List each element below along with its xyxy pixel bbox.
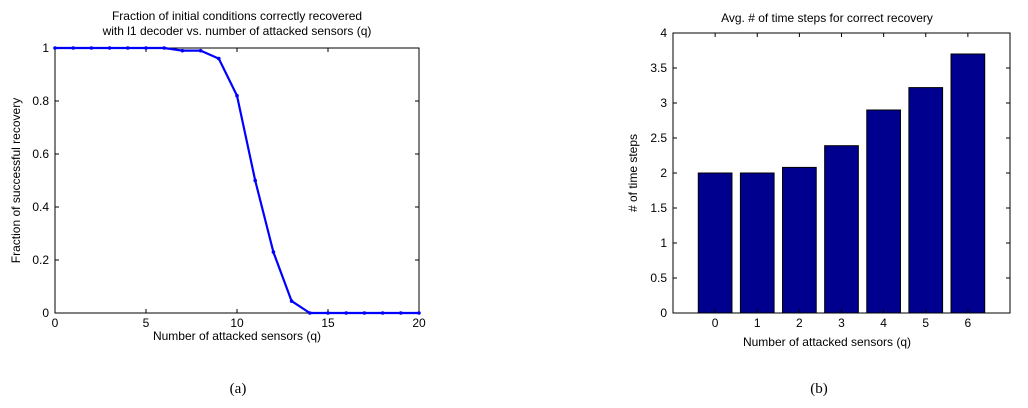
line-chart-title-line-2: with l1 decoder vs. number of attacked s… — [102, 24, 372, 38]
line-chart-data-point — [399, 311, 403, 315]
bar-chart-y-axis-label: # of time steps — [626, 134, 640, 212]
line-chart-y-tick-label: 0.6 — [32, 147, 49, 161]
bar-chart-bar — [908, 87, 944, 314]
line-chart-data-point — [53, 46, 57, 50]
line-chart-data-point — [344, 311, 349, 315]
line-chart-y-tick-label: 0 — [42, 306, 49, 320]
bar-chart-y-tick-label: 4 — [660, 26, 667, 40]
line-chart-panel: Fraction of initial conditions correctly… — [9, 9, 426, 397]
line-chart-y-tick-label: 0.2 — [32, 253, 49, 267]
line-chart-title-line-1: Fraction of initial conditions correctly… — [112, 9, 362, 23]
bar-chart-bar — [782, 166, 817, 314]
line-chart-x-tick-label: 20 — [412, 316, 426, 330]
line-chart-y-tick-label: 1 — [42, 41, 49, 55]
bar-chart-title: Avg. # of time steps for correct recover… — [721, 11, 933, 25]
line-chart-data-point — [162, 46, 166, 50]
bar-chart-y-tick-label: 0 — [660, 306, 667, 320]
bar-chart-x-tick-label: 3 — [838, 316, 845, 330]
bar-chart-y-tick-label: 3.5 — [650, 61, 667, 75]
bar-chart-x-tick-label: 2 — [796, 316, 803, 330]
line-chart-data-point — [289, 299, 294, 303]
line-chart-data-point — [326, 311, 330, 315]
bar-chart-bar — [824, 145, 859, 314]
bar-chart-x-tick-label: 6 — [965, 316, 972, 330]
line-chart-data-point — [144, 46, 148, 50]
line-chart-data-point — [417, 311, 421, 315]
line-chart-caption: (a) — [230, 381, 247, 397]
bar-chart-y-tick-label: 0.5 — [650, 271, 667, 285]
bar-chart-y-tick-label: 2.5 — [650, 131, 667, 145]
bar-chart-bar — [739, 172, 775, 314]
line-chart-y-tick-label: 0.4 — [32, 200, 49, 214]
line-chart-data-point — [271, 250, 276, 254]
bar-chart-y-tick-label: 2 — [660, 166, 667, 180]
line-chart-data-point — [198, 48, 203, 53]
line-chart-data-point — [235, 93, 239, 98]
bar-chart-y-tick-label: 3 — [660, 96, 667, 110]
line-chart-y-axis-label: Fraction of successful recovery — [9, 98, 23, 263]
bar-chart-caption: (b) — [810, 381, 828, 397]
line-chart-x-tick-label: 10 — [230, 316, 244, 330]
bar-chart-bar — [697, 172, 733, 314]
line-chart-data-point — [71, 46, 75, 50]
bar-chart-bar — [866, 109, 901, 314]
line-chart-data-point — [380, 311, 385, 315]
bar-chart-y-tick-label: 1 — [660, 236, 667, 250]
line-chart-data-point — [253, 178, 257, 183]
bar-chart-x-tick-label: 5 — [922, 316, 929, 330]
line-chart-data-point — [217, 56, 221, 61]
line-chart-plot-area — [54, 47, 420, 314]
line-chart-data-point — [362, 311, 367, 315]
bar-chart-x-tick-label: 0 — [712, 316, 719, 330]
line-chart-x-tick-label: 5 — [143, 316, 150, 330]
line-chart-data-point — [308, 311, 312, 315]
line-chart-data-point — [89, 46, 94, 50]
bar-chart-bar — [950, 53, 986, 314]
bar-chart-x-tick-label: 4 — [880, 316, 887, 330]
bar-chart-frame — [672, 32, 1011, 314]
bar-chart-y-tick-label: 1.5 — [650, 201, 667, 215]
bar-chart-x-axis-label: Number of attacked sensors (q) — [743, 335, 911, 349]
line-chart-data-point — [126, 46, 130, 50]
line-chart-y-tick-label: 0.8 — [32, 94, 49, 108]
line-chart-data-point — [107, 46, 112, 50]
line-chart-x-tick-label: 15 — [321, 316, 335, 330]
line-chart-x-axis-label: Number of attacked sensors (q) — [153, 329, 321, 343]
bar-chart-panel: Avg. # of time steps for correct recover… — [626, 11, 1011, 397]
bar-chart-x-tick-label: 1 — [754, 316, 761, 330]
line-chart-x-tick-label: 0 — [52, 316, 59, 330]
line-chart-data-point — [180, 48, 185, 53]
